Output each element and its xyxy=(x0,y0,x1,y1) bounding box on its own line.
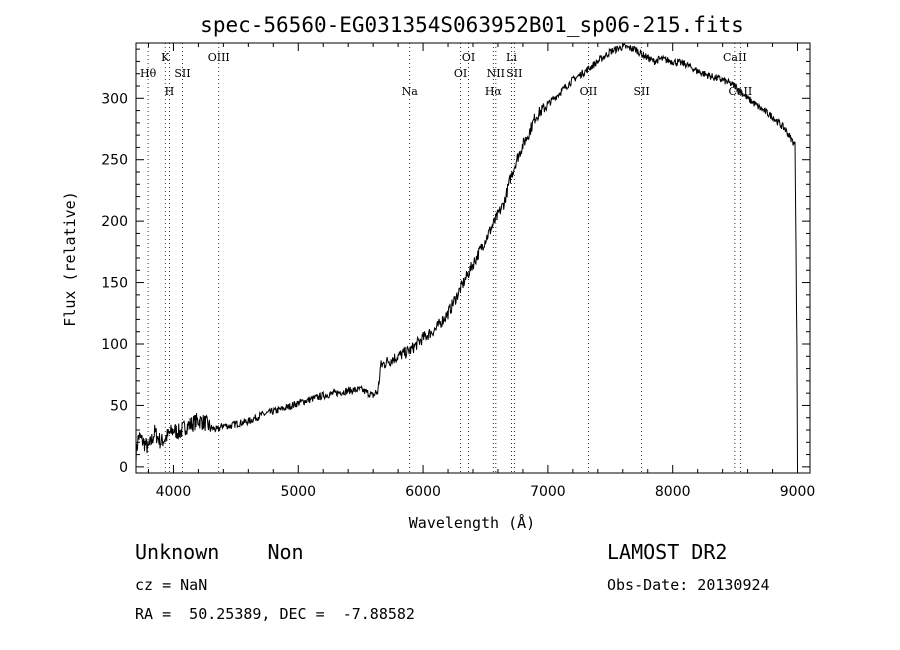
y-tick-label: 0 xyxy=(119,460,128,476)
y-tick-label: 300 xyxy=(101,91,128,107)
x-axis-label: Wavelength (Å) xyxy=(409,513,535,532)
plot-frame xyxy=(135,42,811,474)
redshift-text: cz = NaN xyxy=(135,576,208,594)
emission-line-label: Na xyxy=(402,85,419,98)
emission-line-label: Hα xyxy=(485,85,503,98)
chart-title: spec-56560-EG031354S063952B01_sp06-215.f… xyxy=(200,13,744,37)
emission-line-label: Li xyxy=(506,51,517,64)
emission-line-label: OII xyxy=(580,85,598,98)
x-tick-label: 5000 xyxy=(280,484,316,500)
emission-line-label: Hθ xyxy=(140,67,157,80)
emission-line-label: OIII xyxy=(208,51,230,64)
y-tick-label: 250 xyxy=(101,153,128,169)
x-tick-label: 9000 xyxy=(780,484,816,500)
survey-text: LAMOST DR2 xyxy=(607,540,728,564)
emission-line-label: SII xyxy=(634,85,650,98)
y-axis-label: Flux (relative) xyxy=(61,191,79,326)
coordinates-text: RA = 50.25389, DEC = -7.88582 xyxy=(135,605,415,623)
emission-line-label: K xyxy=(161,51,170,64)
y-axis-ticks: 0 50 100 150 200 250 300 xyxy=(101,48,810,476)
emission-line-label: CaII xyxy=(723,51,747,64)
emission-line-label: OI xyxy=(454,67,467,80)
emission-line-label: H xyxy=(165,85,175,98)
emission-line-label: NII xyxy=(487,67,505,80)
x-tick-label: 8000 xyxy=(655,484,691,500)
x-tick-label: 7000 xyxy=(530,484,566,500)
emission-line-label: SII xyxy=(174,67,190,80)
x-tick-label: 4000 xyxy=(156,484,192,500)
x-tick-label: 6000 xyxy=(405,484,441,500)
classification-text: Unknown Non xyxy=(135,540,304,564)
y-tick-label: 200 xyxy=(101,214,128,230)
y-tick-label: 150 xyxy=(101,276,128,292)
x-axis-ticks: 4000 5000 6000 7000 8000 9000 xyxy=(147,43,816,500)
spectrum-series-line xyxy=(135,43,798,467)
emission-line-label: OI xyxy=(462,51,475,64)
emission-line-label: SII xyxy=(506,67,522,80)
y-tick-label: 50 xyxy=(110,398,128,414)
obs-date-text: Obs-Date: 20130924 xyxy=(607,576,770,594)
y-tick-label: 100 xyxy=(101,337,128,353)
